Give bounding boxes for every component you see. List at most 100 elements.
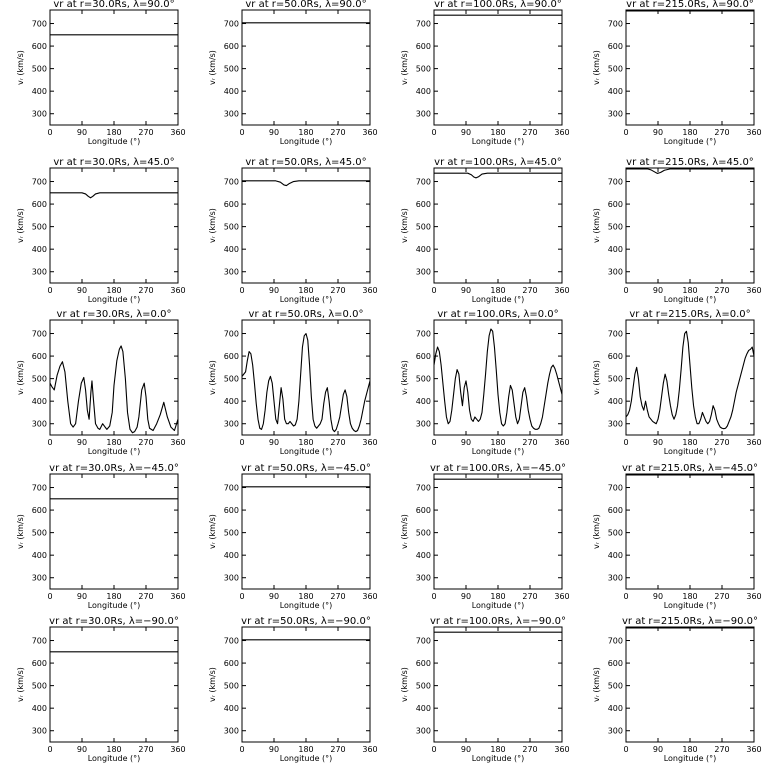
plot-frame (433, 167, 563, 284)
x-tick-label: 360 (170, 438, 185, 447)
x-tick-label: 270 (138, 286, 153, 295)
chart-svg: vr at r=30.0Rs, λ=−90.0° 0 90 180 270 360 300 4… (16, 616, 186, 763)
x-tick-label: 180 (106, 592, 121, 601)
y-tick-label: 600 (416, 659, 431, 668)
x-axis-label: Longitude (°) (664, 601, 717, 610)
x-axis-label: Longitude (°) (472, 754, 525, 763)
x-tick-label: 0 (431, 745, 436, 754)
x-tick-label: 90 (269, 745, 279, 754)
plot-frame (433, 626, 563, 743)
y-axis-label: vᵣ (km/s) (16, 514, 25, 549)
x-tick-label: 360 (362, 592, 377, 601)
y-tick-label: 700 (608, 178, 623, 187)
y-tick-label: 700 (416, 178, 431, 187)
x-tick-label: 270 (330, 438, 345, 447)
x-tick-label: 360 (362, 745, 377, 754)
x-axis-label: Longitude (°) (664, 754, 717, 763)
chart-title: vr at r=215.0Rs, λ=45.0° (626, 157, 754, 168)
y-tick-label: 600 (32, 42, 47, 51)
x-tick-label: 90 (653, 286, 663, 295)
y-tick-label: 400 (32, 704, 47, 713)
x-tick-label: 0 (431, 438, 436, 447)
y-tick-label: 600 (224, 200, 239, 209)
x-tick-label: 90 (269, 592, 279, 601)
y-tick-label: 500 (416, 375, 431, 384)
x-tick-label: 90 (77, 438, 87, 447)
y-tick-label: 700 (416, 20, 431, 29)
chart-panel: vr at r=30.0Rs, λ=0.0° 0 90 180 270 360 300 400… (0, 308, 190, 460)
chart-title: vr at r=100.0Rs, λ=0.0° (437, 309, 558, 320)
y-tick-label: 400 (224, 551, 239, 560)
x-tick-label: 270 (330, 745, 345, 754)
chart-svg: vr at r=100.0Rs, λ=−45.0° 0 90 180 270 360 300… (400, 463, 570, 610)
y-tick-label: 600 (608, 42, 623, 51)
chart-svg: vr at r=100.0Rs, λ=90.0° 0 90 180 270 360 300 4… (400, 0, 570, 146)
x-tick-label: 360 (170, 592, 185, 601)
x-tick-label: 90 (461, 438, 471, 447)
chart-panel: vr at r=30.0Rs, λ=−90.0° 0 90 180 270 360 300 4… (0, 615, 190, 767)
y-tick-label: 400 (608, 551, 623, 560)
y-tick-label: 600 (416, 200, 431, 209)
x-tick-label: 0 (239, 745, 244, 754)
y-tick-label: 300 (224, 727, 239, 736)
y-tick-label: 400 (416, 551, 431, 560)
chart-svg: vr at r=50.0Rs, λ=0.0° 0 90 180 270 360 300 400… (208, 309, 378, 456)
x-axis-label: Longitude (°) (280, 137, 333, 146)
x-tick-label: 180 (490, 438, 505, 447)
x-tick-label: 180 (106, 438, 121, 447)
x-tick-label: 180 (298, 592, 313, 601)
x-axis-label: Longitude (°) (88, 754, 141, 763)
y-tick-label: 500 (608, 223, 623, 232)
chart-title: vr at r=100.0Rs, λ=90.0° (434, 0, 562, 10)
x-tick-label: 90 (461, 128, 471, 137)
y-tick-label: 700 (416, 484, 431, 493)
x-axis-label: Longitude (°) (88, 601, 141, 610)
chart-title: vr at r=215.0Rs, λ=0.0° (629, 309, 750, 320)
x-tick-label: 270 (138, 128, 153, 137)
x-tick-label: 270 (714, 286, 729, 295)
x-tick-label: 270 (714, 128, 729, 137)
y-tick-label: 600 (32, 352, 47, 361)
x-tick-label: 0 (47, 745, 52, 754)
y-tick-label: 500 (608, 529, 623, 538)
x-tick-label: 180 (682, 286, 697, 295)
y-tick-label: 600 (416, 506, 431, 515)
y-tick-label: 400 (224, 704, 239, 713)
y-tick-label: 500 (608, 65, 623, 74)
y-tick-label: 700 (416, 637, 431, 646)
y-tick-label: 400 (416, 704, 431, 713)
chart-svg: vr at r=215.0Rs, λ=−45.0° 0 90 180 270 360 300… (592, 463, 762, 610)
x-tick-label: 270 (330, 286, 345, 295)
plot-frame (433, 473, 563, 590)
plot-frame (625, 319, 755, 436)
chart-svg: vr at r=50.0Rs, λ=−90.0° 0 90 180 270 360 300 4… (208, 616, 378, 763)
x-tick-label: 90 (653, 592, 663, 601)
y-tick-label: 500 (608, 682, 623, 691)
x-tick-label: 180 (298, 438, 313, 447)
y-tick-label: 500 (416, 682, 431, 691)
y-tick-label: 500 (32, 223, 47, 232)
chart-panel: vr at r=215.0Rs, λ=−90.0° 0 90 180 270 360 300… (576, 615, 766, 767)
y-axis-label: vᵣ (km/s) (400, 50, 409, 85)
y-tick-label: 400 (416, 245, 431, 254)
y-tick-label: 700 (32, 484, 47, 493)
x-tick-label: 0 (47, 438, 52, 447)
y-tick-label: 500 (224, 682, 239, 691)
x-tick-label: 0 (47, 592, 52, 601)
y-tick-label: 400 (416, 87, 431, 96)
x-tick-label: 90 (653, 128, 663, 137)
x-tick-label: 360 (554, 592, 569, 601)
y-tick-label: 500 (224, 529, 239, 538)
y-tick-label: 300 (32, 268, 47, 277)
x-tick-label: 270 (522, 745, 537, 754)
y-tick-label: 400 (224, 245, 239, 254)
y-tick-label: 300 (608, 574, 623, 583)
y-tick-label: 600 (608, 659, 623, 668)
y-tick-label: 500 (32, 682, 47, 691)
y-tick-label: 300 (416, 727, 431, 736)
chart-svg: vr at r=100.0Rs, λ=−90.0° 0 90 180 270 360 300… (400, 616, 570, 763)
x-tick-label: 90 (77, 745, 87, 754)
x-tick-label: 360 (170, 128, 185, 137)
x-tick-label: 360 (554, 438, 569, 447)
